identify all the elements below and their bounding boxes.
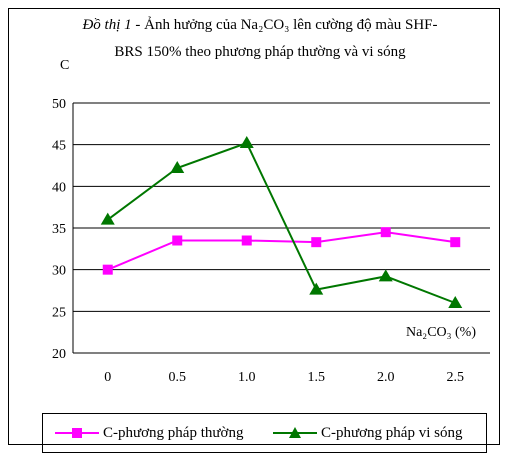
x-tick-label: 0 [104, 370, 111, 385]
legend-triangle-marker-icon [273, 427, 317, 438]
y-axis-label: C [60, 58, 70, 73]
x-axis-label: Na₂CO₃ (%) [406, 325, 476, 340]
chart-frame [8, 8, 500, 445]
chart-title-line1: - Ảnh hưởng của Na₂CO₃ lên cường độ màu … [131, 17, 438, 33]
data-point-series-2 [239, 136, 254, 148]
chart-title-lead: Đồ thị 1 [82, 17, 132, 33]
y-tick-label: 45 [52, 139, 66, 154]
y-tick-label: 20 [52, 347, 66, 362]
chart-title-line2: BRS 150% theo phương pháp thường và vi s… [114, 44, 406, 60]
data-point-series-2 [378, 269, 393, 282]
y-tick-label: 50 [52, 97, 66, 112]
x-tick-label: 1.5 [308, 370, 326, 385]
legend-item-series-1: C-phương pháp thường [53, 414, 243, 452]
y-tick-label: 25 [52, 305, 66, 320]
data-point-series-1 [311, 237, 322, 248]
series-line-1 [107, 231, 456, 271]
data-point-series-1 [172, 235, 183, 246]
data-point-series-2 [309, 282, 324, 295]
data-point-series-2 [170, 161, 185, 173]
data-point-series-1 [450, 237, 461, 248]
y-tick-label: 30 [52, 264, 66, 279]
legend-label-series-1: C-phương pháp thường [103, 424, 244, 441]
data-point-series-1 [380, 227, 391, 238]
legend-square-marker-icon [55, 428, 99, 438]
x-tick-label: 1.0 [238, 370, 256, 385]
y-tick-label: 35 [52, 222, 66, 237]
y-tick-label: 40 [52, 180, 66, 195]
x-tick-label: 2.0 [377, 370, 395, 385]
chart-title: Đồ thị 1 - Ảnh hưởng của Na₂CO₃ lên cườn… [40, 12, 480, 66]
data-point-series-2 [100, 212, 115, 225]
x-tick-label: 2.5 [447, 370, 465, 385]
data-point-series-1 [241, 235, 252, 246]
x-tick-label: 0.5 [169, 370, 187, 385]
series-line-2 [107, 141, 456, 304]
legend-label-series-2: C-phương pháp vi sóng [321, 424, 463, 441]
data-point-series-2 [448, 296, 463, 308]
data-point-series-1 [102, 264, 113, 275]
legend: C-phương pháp thường C-phương pháp vi só… [42, 413, 487, 453]
legend-item-series-2: C-phương pháp vi sóng [271, 414, 462, 452]
